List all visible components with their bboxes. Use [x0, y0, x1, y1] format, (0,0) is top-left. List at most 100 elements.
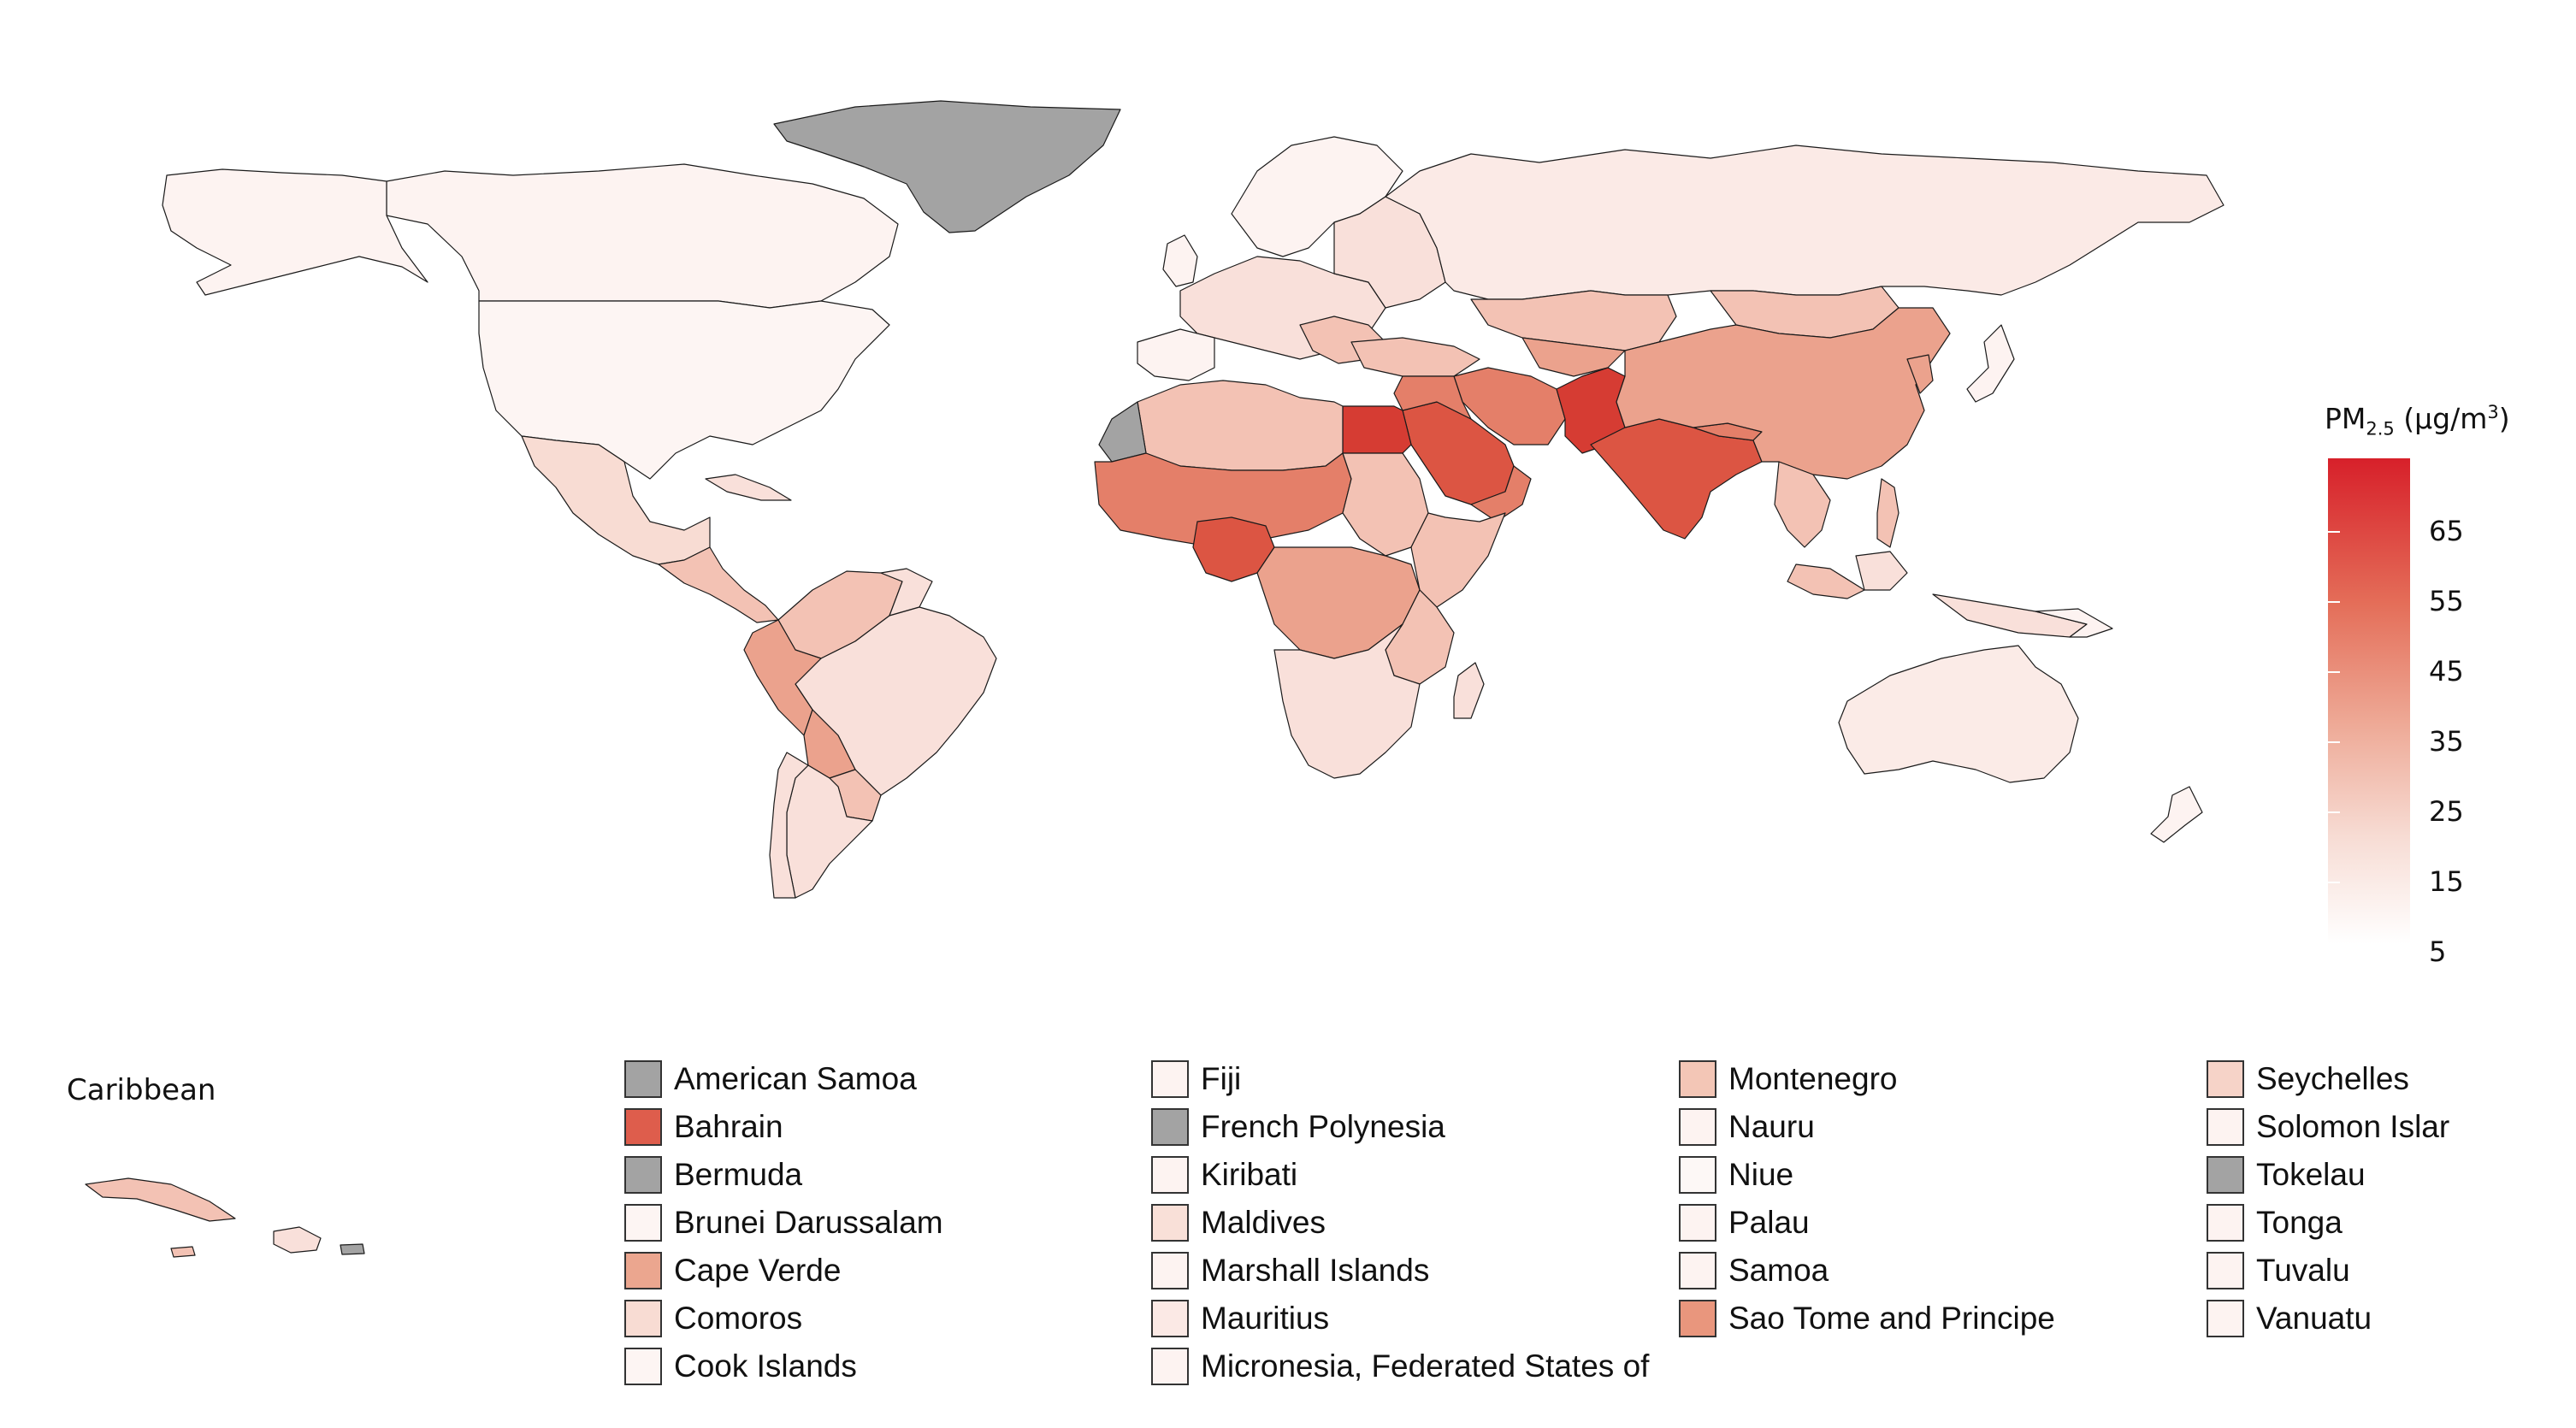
colorbar-title-superscript: 3 — [2487, 402, 2499, 422]
legend-swatch — [624, 1252, 662, 1289]
country-alaska — [162, 168, 428, 296]
legend-label: Bermuda — [674, 1157, 803, 1192]
legend-label: Marshall Islands — [1201, 1253, 1430, 1288]
country-western-sahara — [1098, 401, 1147, 463]
legend-swatch — [1679, 1108, 1716, 1146]
country-china — [1616, 307, 1951, 480]
region-southern-africa — [1273, 623, 1421, 779]
inset-hispaniola — [273, 1226, 322, 1254]
country-japan — [1966, 324, 2015, 403]
country-new-zealand — [2150, 786, 2203, 843]
legend-swatch — [1151, 1108, 1189, 1146]
colorbar-title-unit-close: ) — [2498, 402, 2510, 435]
country-canada — [386, 163, 899, 309]
country-greenland — [773, 100, 1121, 233]
legend-label: Montenegro — [1728, 1061, 1898, 1096]
colorbar-tick-label: 65 — [2429, 515, 2464, 547]
colorbar-title-unit: (µg/m — [2394, 402, 2488, 435]
legend-label: Vanuatu — [2256, 1301, 2372, 1336]
legend-label: Niue — [1728, 1157, 1794, 1192]
country-uk-ireland — [1162, 234, 1198, 287]
legend-label: Palau — [1728, 1205, 1810, 1240]
legend-swatch — [624, 1300, 662, 1337]
legend-label: American Samoa — [674, 1061, 917, 1096]
colorbar-title: PM2.5 (µg/m3) — [2325, 402, 2510, 440]
legend-label: Tokelau — [2256, 1157, 2366, 1192]
country-russia — [1385, 145, 2224, 300]
colorbar-gradient — [2328, 458, 2410, 944]
legend-label: Tuvalu — [2256, 1253, 2350, 1288]
country-cuba-main — [705, 474, 792, 501]
country-iraq-syria — [1393, 375, 1472, 420]
caribbean-inset-title: Caribbean — [67, 1073, 216, 1107]
legend-label: Kiribati — [1201, 1157, 1298, 1192]
country-papua-new-guinea — [2035, 608, 2113, 638]
colorbar-tick-label: 15 — [2429, 865, 2464, 898]
legend-swatch — [1679, 1300, 1716, 1337]
legend-label: French Polynesia — [1201, 1109, 1445, 1144]
legend-label: Samoa — [1728, 1253, 1829, 1288]
legend-label: Cape Verde — [674, 1253, 842, 1288]
country-turkey — [1350, 337, 1480, 377]
country-chile — [769, 752, 809, 899]
legend-label: Maldives — [1201, 1205, 1326, 1240]
region-central-asia — [1521, 337, 1626, 377]
legend-swatch — [2207, 1204, 2244, 1242]
legend-swatch — [1679, 1156, 1716, 1194]
inset-cuba — [85, 1177, 236, 1222]
country-sudan — [1342, 452, 1429, 557]
country-malaysia-indonesia-west — [1787, 564, 1865, 599]
country-madagascar — [1453, 662, 1485, 719]
legend-label: Sao Tome and Principe — [1728, 1301, 2055, 1336]
colorbar-tick-label: 5 — [2429, 935, 2447, 968]
legend-swatch — [1151, 1252, 1189, 1289]
legend-label: Cook Islands — [674, 1348, 857, 1384]
legend-swatch — [1679, 1204, 1716, 1242]
legend-swatch — [2207, 1060, 2244, 1098]
country-australia — [1838, 645, 2079, 783]
region-indochina — [1774, 461, 1831, 548]
legend-label: Comoros — [674, 1301, 803, 1336]
country-egypt — [1342, 405, 1412, 454]
legend-swatch — [2207, 1300, 2244, 1337]
legend-swatch — [2207, 1156, 2244, 1194]
region-central-america — [658, 546, 779, 623]
legend-swatch — [1151, 1204, 1189, 1242]
country-philippines — [1876, 478, 1900, 548]
colorbar-tick-label: 45 — [2429, 655, 2464, 687]
colorbar-title-main: PM — [2325, 402, 2366, 435]
legend-label: Bahrain — [674, 1109, 783, 1144]
inset-jamaica — [170, 1246, 196, 1258]
legend-swatch — [1679, 1060, 1716, 1098]
legend-label: Tonga — [2256, 1205, 2343, 1240]
colorbar-tick-label: 25 — [2429, 795, 2464, 828]
legend-swatch — [1151, 1156, 1189, 1194]
country-korea — [1906, 354, 1934, 394]
legend-swatch — [1151, 1300, 1189, 1337]
legend-swatch — [624, 1348, 662, 1385]
legend-label: Mauritius — [1201, 1301, 1330, 1336]
region-horn-of-africa — [1410, 512, 1506, 608]
country-indonesia-borneo — [1855, 551, 1908, 591]
legend-label: Nauru — [1728, 1109, 1815, 1144]
legend-label: Fiji — [1201, 1061, 1242, 1096]
country-iberia — [1137, 328, 1215, 381]
legend-swatch — [624, 1204, 662, 1242]
legend-swatch — [624, 1060, 662, 1098]
legend-label: Seychelles — [2256, 1061, 2409, 1096]
legend-label: Brunei Darussalam — [674, 1205, 943, 1240]
legend-swatch — [624, 1108, 662, 1146]
legend-swatch — [2207, 1252, 2244, 1289]
legend-swatch — [1151, 1060, 1189, 1098]
country-kazakhstan — [1470, 290, 1677, 351]
colorbar-tick-label: 35 — [2429, 725, 2464, 758]
legend-swatch — [624, 1156, 662, 1194]
colorbar-tick — [2328, 882, 2340, 883]
legend-label: Solomon Islar — [2256, 1109, 2450, 1144]
legend-swatch — [1679, 1252, 1716, 1289]
colorbar-title-subscript: 2.5 — [2366, 418, 2395, 440]
country-iran — [1453, 367, 1566, 446]
colorbar-tick — [2328, 601, 2340, 603]
colorbar-tick — [2328, 741, 2340, 743]
